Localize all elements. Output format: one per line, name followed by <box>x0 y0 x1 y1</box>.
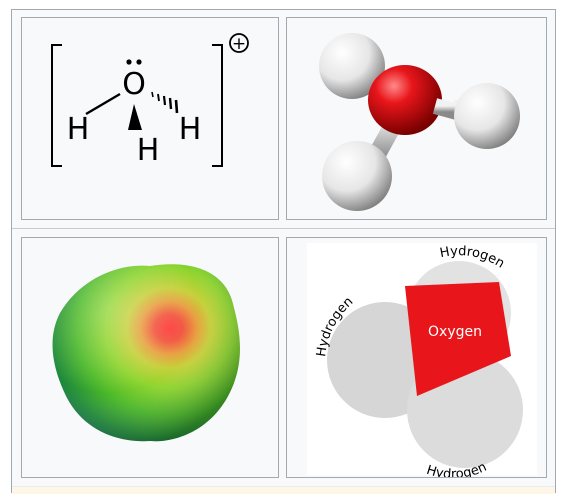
wedge-bond <box>128 104 142 130</box>
caption-strip <box>12 486 555 494</box>
left-bracket <box>51 44 62 167</box>
hashed-bond <box>151 91 179 114</box>
left-bond <box>85 92 121 116</box>
electrostatic-potential-map <box>52 264 240 442</box>
oxygen-region <box>405 282 511 396</box>
charge-circle <box>229 33 249 53</box>
space-filling-diagram: Oxygen Hydrogen Hydrogen Hydrogen <box>307 243 537 477</box>
lewis-structure-panel[interactable]: + O H H H <box>21 17 279 220</box>
oxygen-label: Oxygen <box>428 324 482 340</box>
electrostatic-potential-panel[interactable] <box>21 237 279 478</box>
charge-symbol: + <box>232 34 246 54</box>
lone-pair-dot <box>126 59 132 65</box>
bond-stick <box>432 98 460 120</box>
ball-and-stick-panel[interactable] <box>286 17 547 220</box>
hydrogen-right: H <box>179 112 202 147</box>
surface-shading <box>52 264 240 442</box>
lewis-structure-diagram: + O H H H <box>51 33 249 168</box>
row-separator <box>12 228 555 229</box>
hydrogen-ball <box>454 83 520 149</box>
ball-and-stick-model <box>319 33 520 211</box>
hydrogen-ball <box>319 33 385 99</box>
lone-pair-dot <box>136 59 142 65</box>
hydrogen-ball <box>322 141 392 211</box>
right-bracket <box>212 44 223 167</box>
space-filling-panel[interactable]: Oxygen Hydrogen Hydrogen Hydrogen <box>286 237 547 478</box>
hydrogen-bottom: H <box>137 133 160 168</box>
oxygen-atom: O <box>122 67 146 102</box>
oxygen-ball <box>368 65 442 135</box>
hydrogen-left: H <box>67 112 90 147</box>
